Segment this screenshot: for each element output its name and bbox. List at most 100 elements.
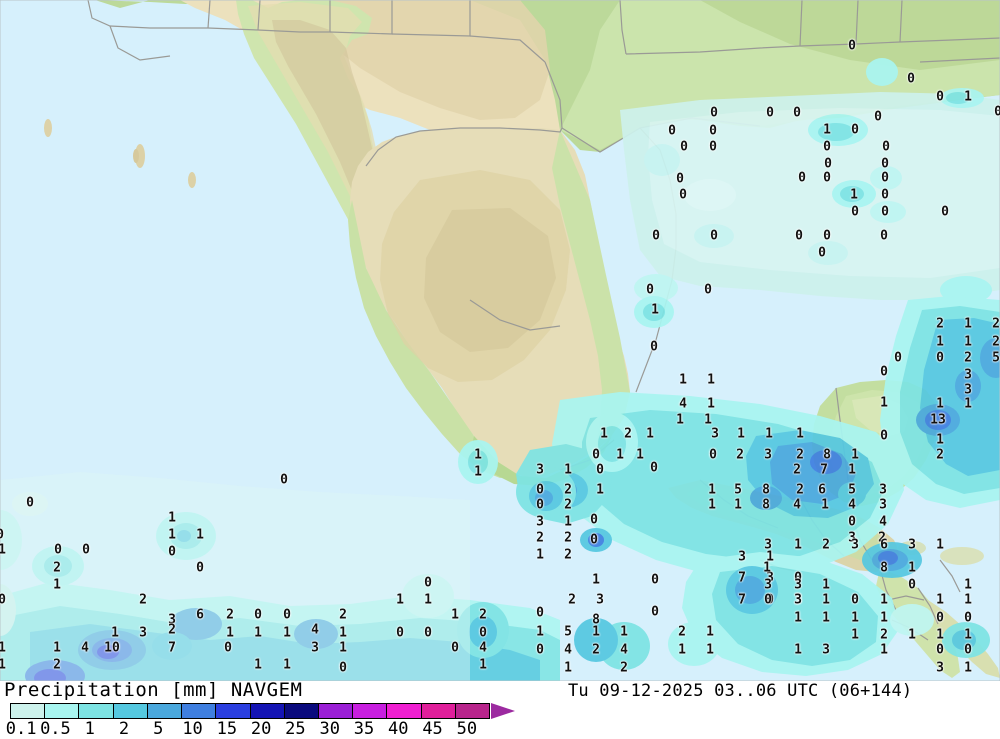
precip-value: 6 [880, 537, 888, 553]
precip-value: 4 [564, 642, 572, 658]
precip-value: 8 [823, 447, 831, 463]
colorbar-tick-40: 40 [388, 719, 409, 739]
precip-value: 0 [881, 187, 889, 203]
precip-value: 1 [196, 527, 204, 543]
forecast-timestamp: Tu 09-12-2025 03..06 UTC (06+144) [568, 681, 913, 701]
precip-value: 1 [964, 592, 972, 608]
colorbar-swatch-30 [318, 704, 354, 718]
precip-value: 1 [451, 607, 459, 623]
precip-value: 2 [992, 316, 1000, 332]
colorbar-swatch-2 [113, 704, 148, 718]
precip-value: 1 [283, 657, 291, 673]
precip-value: 0 [536, 497, 544, 513]
precip-value: 1 [0, 542, 6, 558]
precip-value: 0 [424, 625, 432, 641]
precip-value: 2 [796, 447, 804, 463]
precip-value: 0 [964, 610, 972, 626]
precip-value: 1 [851, 447, 859, 463]
precip-value: 2 [880, 627, 888, 643]
precip-value: 4 [620, 642, 628, 658]
precip-value: 0 [283, 607, 291, 623]
precip-value: 1 [168, 510, 176, 526]
precip-value: 1 [851, 610, 859, 626]
precip-value: 1 [936, 592, 944, 608]
precip-value: 1 [822, 610, 830, 626]
precip-value: 0 [536, 482, 544, 498]
precip-value: 3 [822, 642, 830, 658]
precip-value: 2 [168, 622, 176, 638]
precip-value: 1 [424, 592, 432, 608]
precip-value: 1 [226, 625, 234, 641]
precip-value: 3 [738, 549, 746, 565]
precip-value: 0 [881, 156, 889, 172]
precip-value: 0 [536, 642, 544, 658]
precip-value: 0 [704, 282, 712, 298]
precip-value: 0 [26, 495, 34, 511]
precip-value: 1 [936, 396, 944, 412]
colorbar-overflow-arrow [491, 703, 515, 719]
precip-value: 1 [708, 482, 716, 498]
colorbar[interactable] [10, 703, 490, 719]
precip-value: 1 [616, 447, 624, 463]
colorbar-swatches[interactable] [10, 703, 490, 719]
precip-value: 7 [738, 570, 746, 586]
colorbar-swatch-35 [353, 704, 388, 718]
precip-value: 0 [168, 544, 176, 560]
precip-value: 1 [254, 657, 262, 673]
precip-value: 3 [794, 592, 802, 608]
precip-value: 1 [964, 396, 972, 412]
colorbar-tick-25: 25 [285, 719, 306, 739]
precip-value: 2 [878, 530, 886, 546]
precip-value: 2 [564, 530, 572, 546]
precip-value: 0 [254, 607, 262, 623]
precip-value: 0 [874, 109, 882, 125]
precip-value: 1 [822, 592, 830, 608]
precip-value: 3 [964, 367, 972, 383]
precip-value: 2 [736, 447, 744, 463]
precip-value: 2 [624, 426, 632, 442]
colorbar-tick-10: 10 [182, 719, 203, 739]
precip-value: 1 [936, 627, 944, 643]
precip-value: 0 [880, 364, 888, 380]
precip-value: 3 [764, 577, 772, 593]
precip-value: 2 [536, 530, 544, 546]
precip-value: 1 [964, 627, 972, 643]
precip-value: 1 [766, 549, 774, 565]
precip-value: 0 [224, 640, 232, 656]
precip-value: 1 [53, 640, 61, 656]
precip-value: 1 [936, 334, 944, 350]
precip-value: 2 [53, 657, 61, 673]
precip-value: 0 [592, 447, 600, 463]
landmass-mexico [348, 128, 630, 486]
precip-value: 1 [936, 432, 944, 448]
precip-value: 1 [908, 560, 916, 576]
precip-value: 1 [707, 396, 715, 412]
precip-value: 0 [936, 610, 944, 626]
precip-value: 1 [734, 497, 742, 513]
precip-value: 13 [930, 412, 946, 428]
precip-value: 0 [676, 171, 684, 187]
precip-value: 0 [936, 89, 944, 105]
precip-value: 0 [0, 529, 4, 542]
precip-value: 1 [707, 372, 715, 388]
precip-value: 0 [709, 123, 717, 139]
precip-value: 4 [311, 622, 319, 638]
precip-value: 0 [848, 514, 856, 530]
precip-value: 0 [479, 625, 487, 641]
precip-value: 5 [848, 482, 856, 498]
precip-value: 2 [139, 592, 147, 608]
precip-value: 4 [793, 497, 801, 513]
precip-value: 7 [820, 462, 828, 478]
precip-value: 0 [709, 447, 717, 463]
precip-value: 2 [796, 482, 804, 498]
precip-value: 5 [564, 624, 572, 640]
precip-value: 0 [824, 156, 832, 172]
precip-value: 1 [936, 537, 944, 553]
precip-value: 0 [668, 123, 676, 139]
precipitation-field [0, 58, 1000, 681]
precip-value: 2 [479, 607, 487, 623]
precip-value: 0 [894, 350, 902, 366]
precip-value: 1 [679, 372, 687, 388]
